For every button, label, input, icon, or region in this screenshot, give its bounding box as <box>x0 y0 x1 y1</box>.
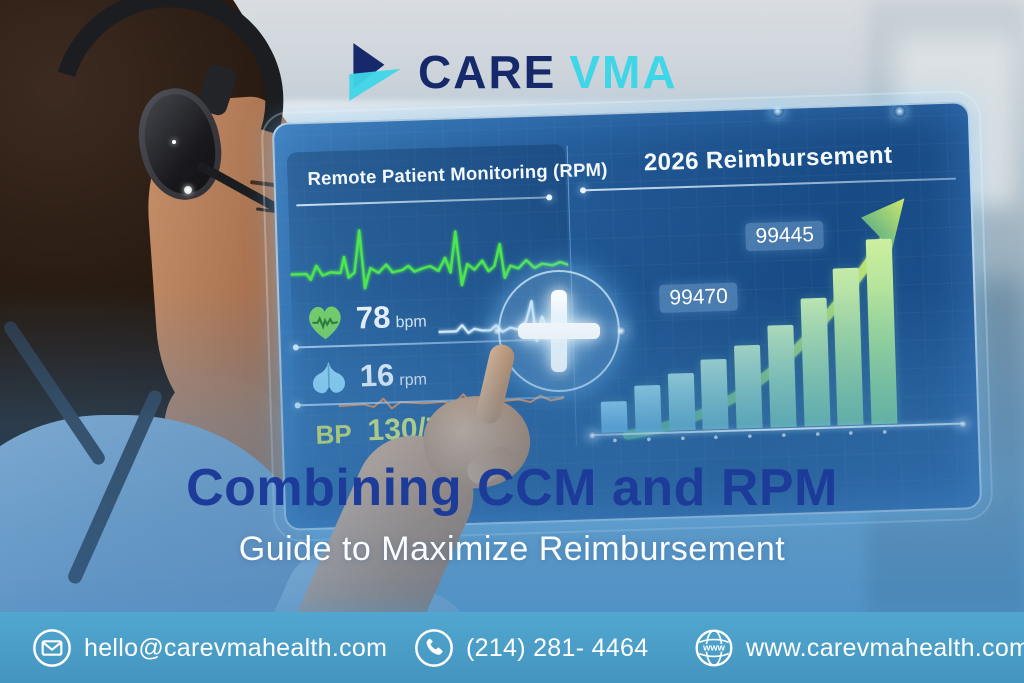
line-end-dot <box>587 430 597 440</box>
headline-subtitle: Guide to Maximize Reimbursement <box>238 530 786 568</box>
glow-dot <box>616 326 626 336</box>
phone-contact[interactable]: (214) 281- 4464 <box>414 626 648 670</box>
website-contact[interactable]: www www.carevmahealth.com <box>694 626 1024 670</box>
heart-rate-reading: 78 bpm <box>355 298 427 336</box>
headset-led <box>172 140 176 144</box>
phone-text: (214) 281- 4464 <box>466 633 649 662</box>
panel-edge-glow <box>771 104 784 118</box>
line-end-dot <box>546 193 553 200</box>
cpt-code-badge: 99445 <box>745 220 825 252</box>
axis-tick <box>601 438 628 443</box>
respiration-value: 16 <box>359 357 395 394</box>
chart-bar <box>733 344 763 429</box>
heart-rate-value: 78 <box>355 299 391 336</box>
respiration-unit: rpm <box>399 371 428 390</box>
line-end-dot <box>958 418 968 429</box>
reimbursement-panel: 2026 Reimbursement 99445 99470 <box>574 119 972 511</box>
globe-icon: www <box>695 629 733 667</box>
bp-unit: m <box>477 424 491 442</box>
lungs-icon <box>312 361 345 394</box>
reimbursement-title-underline <box>579 177 956 193</box>
phone-icon <box>415 629 453 667</box>
rpm-panel-title: Remote Patient Monitoring (RPM) <box>307 158 608 189</box>
blood-pressure-reading: BP 130/78 m <box>315 408 566 456</box>
brand-word-secondary: VMA <box>569 46 678 98</box>
axis-tick <box>635 436 662 442</box>
brand-word-primary: CARE <box>418 46 557 98</box>
globe-www-label: www <box>702 643 726 653</box>
email-icon <box>33 629 71 667</box>
chart-bar <box>633 384 662 432</box>
reimbursement-title: 2026 Reimbursement <box>643 141 893 177</box>
axis-tick <box>669 435 696 441</box>
chart-bar <box>667 372 696 431</box>
panel-edge-glow <box>893 105 906 118</box>
reimbursement-chart <box>584 190 968 444</box>
chart-bar <box>800 297 831 427</box>
axis-tick <box>804 431 831 437</box>
chart-bar <box>832 267 864 426</box>
email-text: hello@carevmahealth.com <box>84 633 388 662</box>
heart-rate-unit: bpm <box>395 313 427 332</box>
respiration-reading: 16 rpm <box>359 356 427 394</box>
plus-icon <box>518 323 600 339</box>
brand-wordmark: CARE VMA <box>418 45 678 99</box>
axis-tick <box>837 430 865 436</box>
brand-logo: CARE VMA <box>340 38 700 106</box>
ecg-waveform <box>289 229 570 290</box>
chart-bar <box>767 324 797 428</box>
axis-tick <box>871 429 898 435</box>
axis-tick <box>770 432 797 438</box>
headline-title: Combining CCM and RPM <box>186 459 838 517</box>
cpt-code-badge: 99470 <box>659 282 739 313</box>
bp-label: BP <box>315 418 353 450</box>
earring <box>184 186 192 194</box>
glow-dot <box>492 326 502 336</box>
bp-value: 130/78 <box>366 411 460 448</box>
plus-badge <box>492 270 626 392</box>
heart-ecg-icon <box>309 306 341 340</box>
line-end-dot <box>294 401 301 408</box>
contact-footer: hello@carevmahealth.com (214) 281- 4464 … <box>0 612 1024 683</box>
website-text: www.carevmahealth.com <box>746 633 1024 662</box>
holographic-dashboard-panel: Remote Patient Monitoring (RPM) 78 bpm <box>260 89 994 543</box>
line-end-dot <box>579 186 587 193</box>
chart-bar <box>700 358 729 430</box>
email-contact[interactable]: hello@carevmahealth.com <box>32 626 387 670</box>
brand-logo-icon <box>349 43 401 101</box>
axis-tick <box>703 434 730 440</box>
line-end-dot <box>292 343 299 351</box>
rpm-title-underline <box>296 193 553 206</box>
chart-bar <box>600 401 628 433</box>
axis-tick <box>736 433 763 439</box>
